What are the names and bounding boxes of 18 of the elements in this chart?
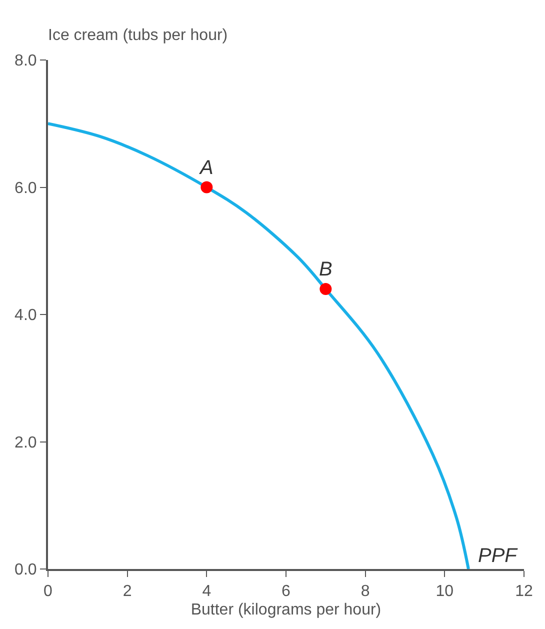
x-tick-label: 12 — [515, 583, 533, 600]
x-axis-title: Butter (kilograms per hour) — [190, 601, 382, 618]
x-tick-label: 4 — [202, 583, 212, 600]
x-tick-label: 8 — [360, 583, 370, 600]
line-series — [48, 122, 470, 569]
series-label: PPF — [478, 545, 519, 567]
x-tick-label: 10 — [436, 583, 454, 600]
y-tick-label: 0.0 — [14, 562, 37, 579]
y-tick-label: 2.0 — [14, 434, 37, 452]
y-tick-label: 8.0 — [14, 52, 37, 70]
y-axis-title: Ice cream (tubs per hour) — [48, 27, 228, 44]
x-tick-label: 2 — [122, 583, 132, 600]
data-label: B — [319, 258, 332, 281]
data-label: A — [199, 156, 214, 179]
y-tick-label: 4.0 — [14, 307, 37, 324]
y-tick-label: 6.0 — [14, 180, 37, 197]
x-tick-label: 6 — [282, 583, 291, 600]
x-tick-label: 0 — [44, 583, 53, 600]
